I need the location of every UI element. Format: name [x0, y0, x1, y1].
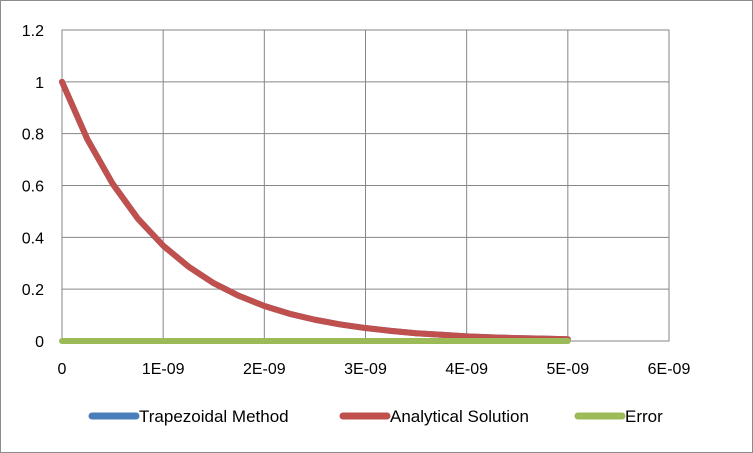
y-tick-label: 0.8: [22, 127, 44, 144]
gridlines: [61, 29, 670, 342]
y-tick-label: 0.4: [22, 230, 44, 247]
legend-label: Analytical Solution: [390, 407, 529, 426]
y-tick-label: 0.6: [22, 179, 44, 196]
x-tick-label: 5E-09: [546, 361, 589, 378]
series-line-trapezoidal-method: [59, 78, 571, 343]
legend-label: Trapezoidal Method: [139, 407, 289, 426]
x-tick-label: 0: [58, 361, 67, 378]
x-tick-label: 4E-09: [445, 361, 488, 378]
legend-label: Error: [625, 407, 663, 426]
y-tick-label: 0: [35, 334, 44, 351]
legend: Trapezoidal Method Analytical Solution Err…: [88, 407, 663, 426]
x-tick-label: 2E-09: [243, 361, 286, 378]
y-tick-label: 1.2: [22, 23, 44, 40]
x-tick-label: 1E-09: [142, 361, 185, 378]
x-tick-label: 3E-09: [344, 361, 387, 378]
y-tick-label: 1: [35, 75, 44, 92]
series-lines: [59, 78, 571, 344]
series-line-analytical-solution: [59, 78, 571, 343]
x-tick-label: 6E-09: [648, 361, 691, 378]
y-tick-label: 0.2: [22, 282, 44, 299]
tick-labels: 0 0.2 0.4 0.6 0.8 1 1.2 0 1E-09 2E-09 3E-09 4E-09 5E…: [22, 23, 691, 378]
